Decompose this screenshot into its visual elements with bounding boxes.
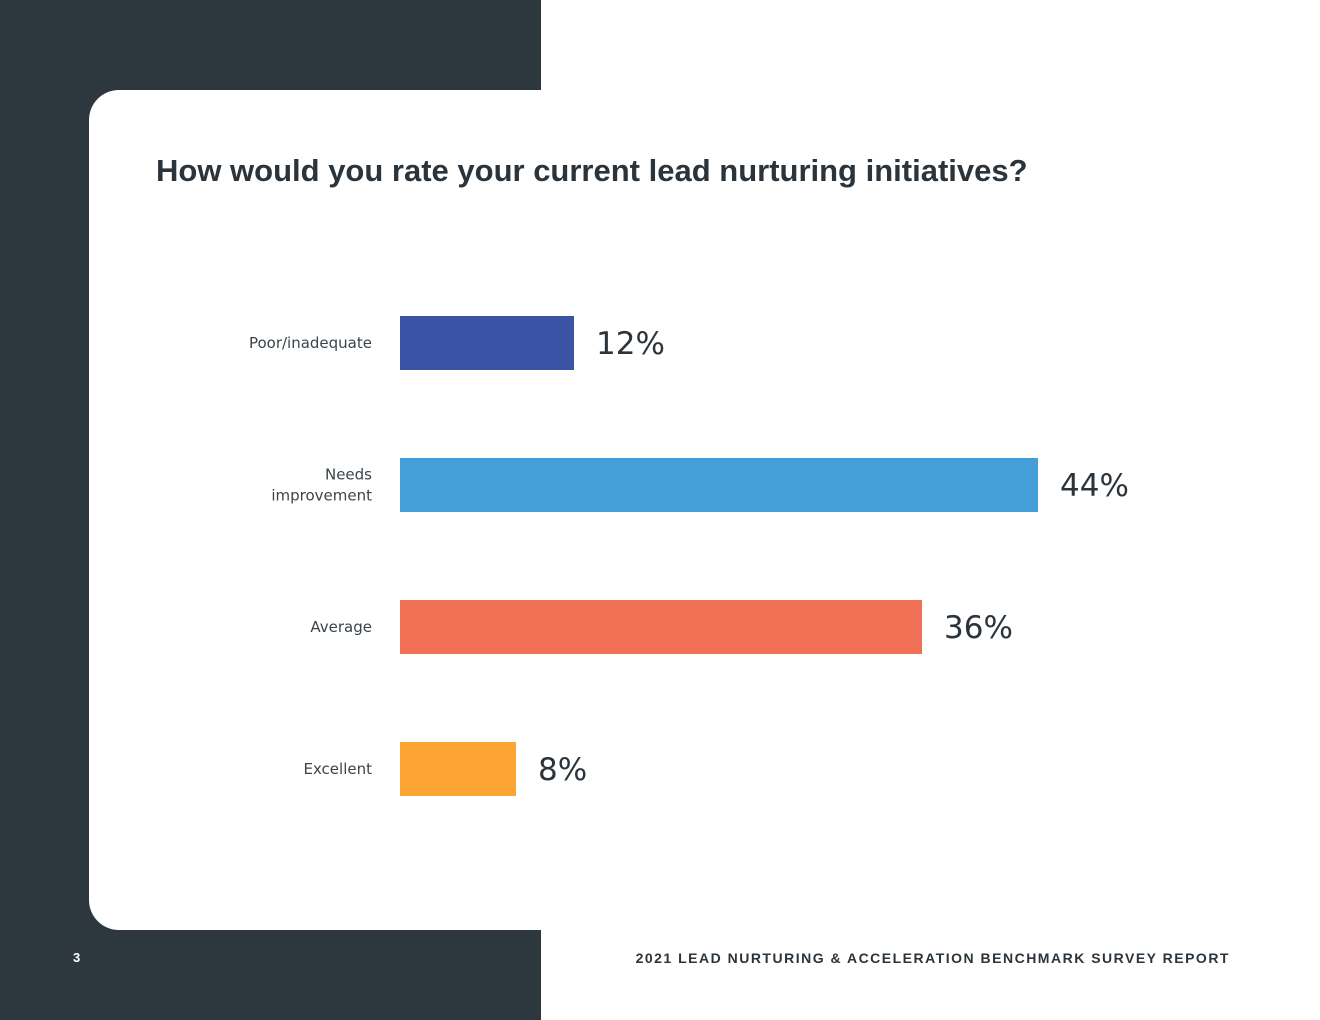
category-label: Poor/inadequate: [249, 334, 372, 352]
value-label: 8%: [538, 752, 587, 788]
report-title: 2021 LEAD NURTURING & ACCELERATION BENCH…: [635, 950, 1230, 966]
category-label: Needs: [325, 466, 372, 484]
bar-0: [400, 316, 574, 370]
category-label: Excellent: [303, 760, 372, 778]
category-label: Average: [310, 618, 372, 636]
page-number: 3: [73, 950, 81, 965]
bar-3: [400, 742, 516, 796]
category-label: improvement: [271, 487, 372, 505]
value-label: 44%: [1060, 468, 1129, 504]
bar-2: [400, 600, 922, 654]
page-title: How would you rate your current lead nur…: [156, 153, 1028, 188]
bar-1: [400, 458, 1038, 512]
value-label: 36%: [944, 610, 1013, 646]
value-label: 12%: [596, 326, 665, 362]
